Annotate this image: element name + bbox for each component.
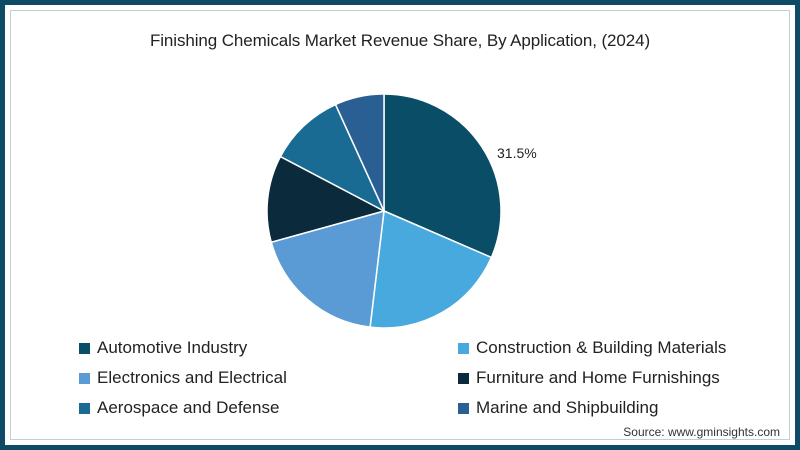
legend-swatch [79,402,90,414]
legend-label: Electronics and Electrical [97,368,287,387]
source-note: Source: www.gminsights.com [623,425,780,439]
pie-slice-marine-and-shipbuilding [334,93,385,212]
legend-item-furniture: Furniture and Home Furnishings [458,368,720,388]
legend-label: Furniture and Home Furnishings [476,368,720,387]
legend-label: Aerospace and Defense [97,398,280,417]
legend-swatch [79,342,90,354]
pie-slice-furniture-and-home-furnishings [266,155,387,244]
legend-item-construction: Construction & Building Materials [458,338,726,358]
legend-label: Construction & Building Materials [476,338,727,357]
legend-swatch [79,372,90,384]
legend-swatch [458,342,469,354]
legend-item-electronics: Electronics and Electrical [79,368,287,388]
legend-swatch [458,402,469,414]
legend-swatch [458,372,469,384]
pie-slice-construction-building-materials [369,209,493,329]
chart-title: Finishing Chemicals Market Revenue Share… [149,31,651,50]
legend-label: Marine and Shipbuilding [476,398,659,417]
pie-slices [266,93,502,329]
legend-item-automotive: Automotive Industry [79,338,247,358]
pie-slice-aerospace-and-defense [279,103,386,213]
legend-item-aerospace: Aerospace and Defense [79,398,279,418]
chart-inner-border [10,10,790,440]
legend-label: Automotive Industry [97,338,248,357]
pie-slice-automotive-industry [383,93,502,259]
pie-slice-electronics-and-electrical [270,209,385,329]
data-label-automotive: 31.5% [497,145,537,161]
legend-item-marine: Marine and Shipbuilding [458,398,658,418]
